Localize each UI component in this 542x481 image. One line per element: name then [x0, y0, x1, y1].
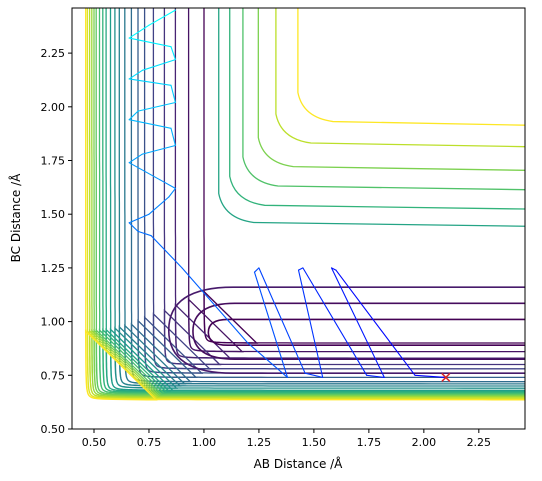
- trajectory-segment-12: [247, 342, 289, 378]
- contour-line-17: [91, 8, 525, 398]
- trajectory-segment-23: [141, 144, 176, 155]
- trajectory-segment-16: [128, 222, 139, 232]
- contour-line-18: [88, 8, 525, 399]
- trajectory-segment-29: [128, 78, 172, 86]
- trajectory-segment-20: [159, 179, 176, 189]
- trajectory-segment-31: [141, 59, 176, 71]
- contour-line-3: [163, 8, 525, 366]
- x-tick-label-2: 1.00: [192, 436, 217, 449]
- trajectory-segment-28: [170, 84, 176, 104]
- trajectory-segment-11: [253, 271, 289, 378]
- x-axis-ticks: 0.50 0.75 1.00 1.25 1.50 1.75 2.00 2.25: [82, 429, 491, 449]
- trajectory-segment-25: [128, 119, 172, 129]
- ridge-contour-4: [229, 8, 525, 210]
- x-tick-label-1: 0.75: [137, 436, 162, 449]
- y-tick-label-6: 2.00: [41, 101, 66, 114]
- x-tick-label-5: 1.75: [357, 436, 382, 449]
- contour-line-16: [93, 8, 525, 397]
- y-tick-label-1: 0.75: [41, 369, 66, 382]
- trajectory-segment-24: [170, 127, 176, 147]
- trajectory-segment-7: [297, 269, 324, 378]
- x-tick-label-4: 1.50: [302, 436, 327, 449]
- x-tick-label-6: 2.00: [412, 436, 437, 449]
- y-tick-label-7: 2.25: [41, 47, 66, 60]
- trajectory-segment-18: [148, 196, 170, 215]
- trajectory-segment-13: [181, 267, 249, 344]
- y-axis-label: BC Distance /Å: [8, 173, 23, 263]
- marker-series: [441, 372, 451, 382]
- contour-line-20: [84, 8, 525, 401]
- trajectory-segment-17: [128, 213, 150, 224]
- x-tick-label-3: 1.25: [247, 436, 272, 449]
- contour-line-13: [102, 8, 525, 394]
- trajectory-segment-32: [170, 46, 176, 61]
- contour-line-9: [118, 8, 525, 387]
- y-tick-label-0: 0.50: [41, 423, 66, 436]
- contour-line-8: [124, 8, 525, 385]
- trajectory-segment-6: [297, 267, 304, 271]
- trajectory-segment-4: [366, 374, 385, 378]
- x-tick-label-0: 0.50: [82, 436, 107, 449]
- trajectory-series: [128, 9, 447, 378]
- trajectory-segment-10: [253, 267, 260, 273]
- y-axis-ticks: 0.50 0.75 1.00 1.25 1.50 1.75 2.00 2.25: [41, 47, 72, 436]
- trajectory-segment-27: [137, 101, 176, 112]
- contour-line-15: [95, 8, 525, 396]
- ridge-contour-5: [218, 8, 525, 227]
- ridge-contour-3: [242, 8, 525, 191]
- valley-contour-0: [207, 318, 525, 347]
- contour-line-6: [137, 8, 525, 379]
- contour-line-7: [130, 8, 525, 383]
- contour-line-2: [174, 8, 525, 359]
- ridge-contour-1: [275, 8, 525, 148]
- contour-line-14: [98, 8, 525, 395]
- ridge-contour-2: [257, 8, 525, 171]
- trajectory-segment-33: [128, 37, 172, 48]
- y-tick-label-4: 1.50: [41, 208, 66, 221]
- x-tick-label-7: 2.25: [467, 436, 492, 449]
- trajectory-segment-22: [128, 153, 143, 164]
- trajectory-segment-19: [168, 187, 176, 198]
- plot-frame: [71, 7, 526, 430]
- trajectory-segment-30: [128, 69, 143, 80]
- x-axis-label: AB Distance /Å: [254, 456, 344, 471]
- valley-contour-2: [167, 286, 525, 374]
- trajectory-segment-5: [302, 267, 368, 376]
- contour-line-1: [187, 8, 525, 353]
- trajectory-segment-9: [258, 267, 306, 374]
- trajectory-segment-3: [330, 267, 385, 378]
- contour-line-12: [105, 8, 525, 393]
- start-marker-0: [441, 372, 451, 382]
- trajectory-segment-1: [335, 269, 416, 376]
- trajectory-segment-35: [148, 9, 176, 26]
- valley-contour-1: [192, 302, 525, 360]
- ridge-contour-0: [297, 8, 525, 126]
- trajectory-segment-26: [128, 110, 139, 121]
- y-tick-label-2: 1.00: [41, 316, 66, 329]
- contour-line-10: [114, 8, 525, 389]
- y-tick-label-5: 1.75: [41, 155, 66, 168]
- contour-line-0: [203, 8, 525, 344]
- trajectory-segment-15: [137, 230, 152, 237]
- trajectory-segment-8: [304, 372, 324, 378]
- contour-line-19: [86, 8, 525, 400]
- trajectory-segment-14: [150, 235, 183, 269]
- trajectory-segment-21: [128, 162, 161, 181]
- trajectory-segment-34: [128, 24, 150, 39]
- contour-line-11: [109, 8, 525, 391]
- trajectory-segment-0: [414, 374, 447, 378]
- y-tick-label-3: 1.25: [41, 262, 66, 275]
